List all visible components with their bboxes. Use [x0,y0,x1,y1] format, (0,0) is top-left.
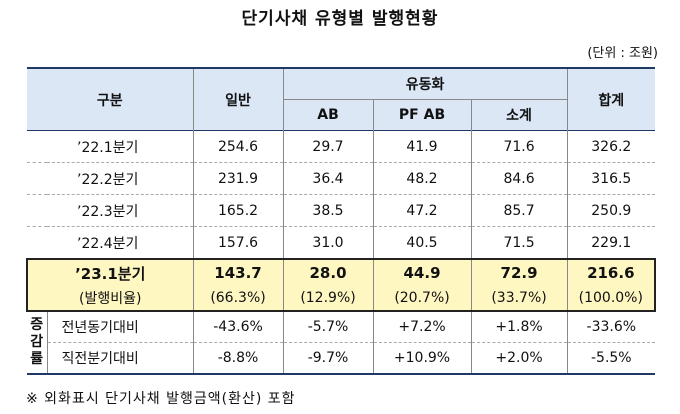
cell-total: 229.1 [566,226,656,260]
cell-ab: -5.7% [283,311,374,343]
row-label: ’22.1분기 [27,130,194,163]
cell-total: 216.6 [566,258,657,286]
unit-label: (단위 : 조원) [587,46,658,61]
row-label: ’22.4분기 [27,226,194,260]
cell-total: 250.9 [566,194,656,227]
header-total: 합계 [566,68,656,131]
cell-total: 326.2 [566,130,656,163]
cell-total: -33.6% [566,311,656,343]
header-subtotal: 소계 [470,99,568,131]
footnote: ※ 외화표시 단기사채 발행금액(환산) 포함 [26,391,296,407]
issuance-table: 구분 일반 유동화 합계 AB PF AB 소계 ’22.1분기 254.6 2… [25,67,657,375]
table-row: ’22.2분기 231.9 36.4 48.2 84.6 316.5 [27,162,656,195]
header-general: 일반 [193,68,284,131]
cell-general: (66.3%) [193,286,284,312]
growth-qoq-label: 직전분기대비 [47,342,194,374]
cell-general: 143.7 [193,258,284,286]
cell-general: 165.2 [193,194,284,227]
highlight-label: ’23.1분기 [25,258,194,286]
cell-pfab: +10.9% [372,342,472,374]
cell-ab: 28.0 [283,258,374,286]
cell-ab: 36.4 [283,162,374,195]
header-pfab: PF AB [372,99,472,131]
table-row: ’22.1분기 254.6 29.7 41.9 71.6 326.2 [27,130,656,163]
cell-ab: 31.0 [283,226,374,260]
row-label: ’22.2분기 [27,162,194,195]
cell-pfab: 47.2 [372,194,472,227]
cell-subtotal: (33.7%) [470,286,568,312]
table-row: ’22.4분기 157.6 31.0 40.5 71.5 229.1 [27,226,656,260]
ratio-label: (발행비율) [25,286,194,312]
page-title: 단기사채 유형별 발행현황 [241,9,439,29]
cell-subtotal: +2.0% [470,342,568,374]
growth-yoy-label: 전년동기대비 [47,311,194,343]
row-label: ’22.3분기 [27,194,194,227]
cell-pfab: +7.2% [372,311,472,343]
header-liquidity: 유동화 [283,68,568,100]
growth-row-qoq: 직전분기대비 -8.8% -9.7% +10.9% +2.0% -5.5% [27,342,656,374]
cell-total: 316.5 [566,162,656,195]
table-row: ’22.3분기 165.2 38.5 47.2 85.7 250.9 [27,194,656,227]
cell-subtotal: 71.5 [470,226,568,260]
cell-pfab: 48.2 [372,162,472,195]
cell-pfab: (20.7%) [372,286,472,312]
header-ab: AB [283,99,374,131]
cell-subtotal: 84.6 [470,162,568,195]
cell-subtotal: 72.9 [470,258,568,286]
cell-total: (100.0%) [566,286,657,312]
cell-ab: -9.7% [307,350,349,366]
growth-row-yoy: 증 감 률 전년동기대비 -43.6% -5.7% +7.2% +1.8% -3… [27,311,656,375]
header-category: 구분 [27,68,194,131]
growth-label: 증 감 률 [27,311,48,375]
cell-general: 231.9 [193,162,284,195]
cell-ab: 29.7 [283,130,374,163]
cell-total: -5.5% [566,342,656,374]
cell-pfab: 44.9 [372,258,472,286]
cell-general: -43.6% [193,311,284,343]
cell-subtotal: 71.6 [470,130,568,163]
cell-general: 254.6 [193,130,284,163]
ratio-row: (발행비율) (66.3%) (12.9%) (20.7%) (33.7%) (… [25,286,657,312]
cell-general: 157.6 [193,226,284,260]
cell-subtotal: +1.8% [470,311,568,343]
cell-ab: (12.9%) [283,286,374,312]
cell-subtotal: 85.7 [470,194,568,227]
cell-pfab: 40.5 [372,226,472,260]
cell-ab: 38.5 [283,194,374,227]
highlight-row: ’23.1분기 143.7 28.0 44.9 72.9 216.6 [25,258,657,286]
cell-pfab: 41.9 [372,130,472,163]
cell-general: -8.8% [193,342,284,374]
